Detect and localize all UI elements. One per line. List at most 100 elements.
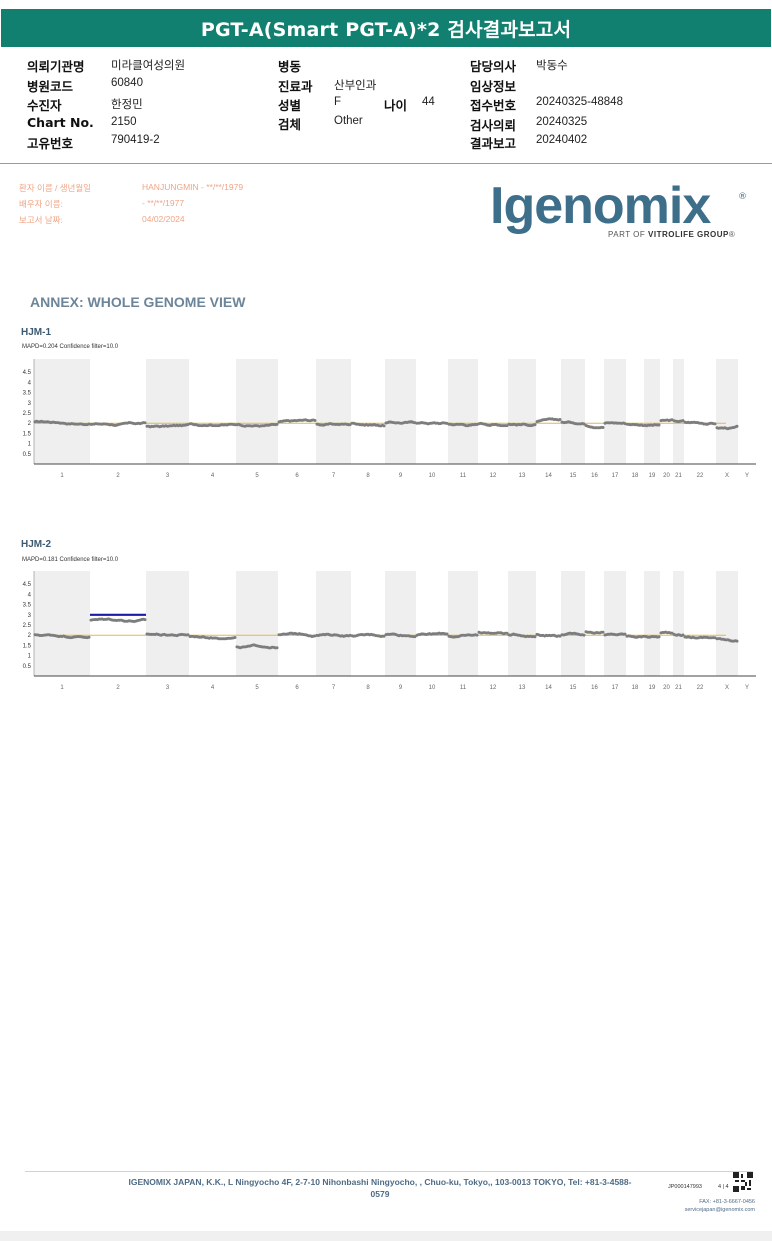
x-tick-label-chr-3: 3 [166, 685, 170, 691]
copy-number-points-chr-1 [33, 419, 91, 427]
chromosome-band-5 [236, 359, 278, 464]
ward-label: 병동 [278, 59, 302, 74]
copy-number-points-chr-13 [507, 422, 537, 428]
copy-number-point [505, 631, 509, 635]
x-tick-label-chr-20: 20 [663, 473, 670, 479]
hospital-code-label: 병원코드 [27, 79, 74, 94]
footer-divider [25, 1171, 753, 1172]
report-title: PGT-A(Smart PGT-A)*2 검사결과보고서 [1, 9, 771, 47]
x-tick-label-chr-20: 20 [663, 685, 670, 691]
footer-contact: FAX: +81-3-6667-0456 servicejapan@igenom… [640, 1198, 755, 1214]
copy-number-point [475, 633, 479, 637]
copy-number-points-chr-15 [560, 631, 586, 637]
copy-number-points-chr-X [715, 637, 739, 643]
patient-info-panel: 의뢰기관명 미라클여성의원 병원코드 60840 수진자 한정민 Chart N… [0, 54, 772, 154]
copy-number-point [558, 418, 562, 421]
x-tick-label-chr-16: 16 [591, 473, 598, 479]
copy-number-point [233, 636, 237, 639]
copy-number-points-chr-8 [350, 421, 386, 428]
copy-number-points-chr-8 [350, 632, 386, 638]
copy-number-point [382, 634, 386, 638]
copy-number-points-chr-15 [560, 420, 586, 426]
copy-number-points-chr-19 [643, 423, 661, 428]
copy-number-point [601, 426, 605, 429]
footer-address: IGENOMIX JAPAN, K.K., L Ningyocho 4F, 2-… [128, 1177, 632, 1199]
copy-number-points-chr-13 [507, 632, 537, 639]
copy-number-point [348, 423, 352, 427]
copy-number-points-chr-17 [603, 421, 627, 426]
x-tick-label-chr-15: 15 [570, 473, 577, 479]
chromosome-band-15 [561, 571, 585, 676]
patient-label: 수진자 [27, 98, 62, 113]
copy-number-point [87, 635, 91, 639]
copy-number-points-chr-21 [672, 419, 685, 424]
copy-number-points-chr-1 [33, 633, 91, 640]
x-tick-label-chr-17: 17 [612, 473, 619, 479]
age-label: 나이 [384, 98, 408, 113]
copy-number-points-chr-11 [447, 633, 479, 639]
x-tick-label-chr-6: 6 [295, 473, 299, 479]
y-tick-label: 1.5 [23, 431, 32, 437]
x-tick-label-chr-11: 11 [460, 685, 467, 691]
y-tick-label: 1 [28, 654, 32, 660]
copy-number-points-chr-21 [672, 632, 685, 638]
chromosome-band-21 [673, 359, 684, 464]
copy-number-points-chr-12 [477, 421, 509, 428]
igenomix-logo: Igenomix ® PART OF VITROLIFE GROUP® [490, 178, 750, 248]
copy-number-points-chr-6 [277, 418, 317, 424]
doctor-value: 박동수 [536, 60, 568, 72]
copy-number-points-chr-9 [384, 420, 417, 425]
copy-number-point [533, 635, 537, 639]
copy-number-point [623, 632, 627, 636]
x-tick-label-chr-2: 2 [116, 473, 120, 479]
chromosome-band-3 [146, 359, 189, 464]
sample-name-2: HJM-2 [21, 539, 52, 550]
x-tick-label-chr-7: 7 [332, 685, 336, 691]
x-tick-label-chr-21: 21 [675, 473, 682, 479]
unique-number-value: 790419-2 [111, 134, 160, 146]
x-tick-label-chr-Y: Y [745, 473, 749, 479]
copy-number-points-chr-2 [89, 421, 147, 427]
y-tick-label: 2 [28, 633, 32, 639]
header-divider [0, 163, 772, 164]
y-tick-label: 2.5 [23, 623, 32, 629]
x-tick-label-chr-X: X [725, 473, 729, 479]
chromosome-band-1 [34, 359, 90, 464]
patient-name-label: 환자 이름 / 생년월일 [19, 183, 92, 193]
copy-number-points-chr-3 [145, 632, 190, 638]
chromosome-band-11 [448, 571, 478, 676]
report-date-label-en: 보고서 날짜: [19, 215, 63, 225]
copy-number-point [382, 424, 386, 428]
copy-number-point [713, 422, 717, 426]
copy-number-points-chr-5 [235, 422, 279, 428]
y-tick-label: 3 [28, 613, 32, 619]
request-date-value: 20240325 [536, 116, 588, 128]
chromosome-band-17 [604, 359, 626, 464]
hospital-code-value: 60840 [111, 77, 143, 89]
copy-number-points-chr-19 [643, 634, 661, 639]
chromosome-band-15 [561, 359, 585, 464]
chromosome-band-9 [385, 571, 416, 676]
fax-number: FAX: +81-3-6667-0456 [699, 1199, 755, 1205]
y-tick-label: 2 [28, 421, 32, 427]
x-tick-label-chr-9: 9 [399, 473, 403, 479]
x-tick-label-chr-12: 12 [490, 473, 497, 479]
y-tick-label: 4 [28, 380, 32, 386]
y-tick-label: 4.5 [23, 582, 32, 588]
y-tick-label: 1.5 [23, 643, 32, 649]
copy-number-points-chr-22 [683, 420, 717, 426]
x-tick-label-chr-5: 5 [255, 473, 259, 479]
y-tick-label: 2.5 [23, 411, 32, 417]
copy-number-point [601, 630, 605, 634]
copy-number-point [657, 423, 661, 427]
y-tick-label: 3 [28, 401, 32, 407]
doctor-label: 담당의사 [470, 59, 517, 74]
copy-number-points-chr-17 [603, 632, 627, 637]
specimen-value: Other [334, 115, 363, 127]
x-tick-label-chr-5: 5 [255, 685, 259, 691]
institution-label: 의뢰기관명 [27, 59, 85, 74]
logo-subtitle: PART OF VITROLIFE GROUP® [608, 230, 736, 239]
report-date-label: 결과보고 [470, 136, 517, 151]
request-date-label: 검사의뢰 [470, 118, 517, 133]
x-tick-label-chr-18: 18 [632, 685, 639, 691]
